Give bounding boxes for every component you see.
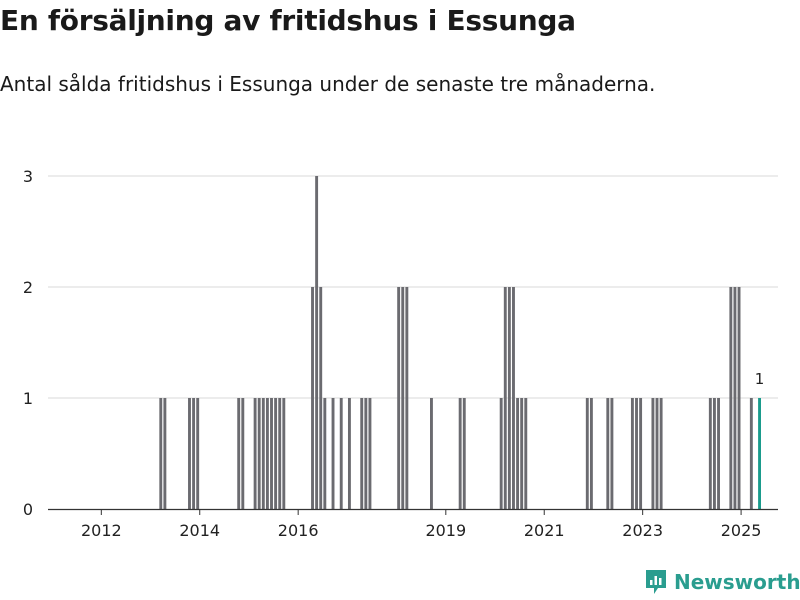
- bar: [520, 398, 524, 509]
- y-tick-label: 3: [23, 167, 33, 186]
- x-axis-ticks: 2012 2014 2016 2019 2021 2023 2025: [81, 509, 761, 540]
- bar: [462, 398, 466, 509]
- bar: [274, 398, 278, 509]
- bar: [717, 398, 720, 509]
- x-tick-label: 2014: [179, 521, 220, 540]
- bar: [737, 287, 741, 509]
- bar: [265, 398, 269, 509]
- brand-name: Newsworthy: [674, 570, 800, 594]
- x-tick-label: 2012: [81, 521, 122, 540]
- x-tick-label: 2016: [278, 521, 319, 540]
- bar: [733, 287, 737, 509]
- bar: [397, 287, 401, 509]
- y-axis-ticks: 0 1 2 3: [23, 167, 33, 519]
- bar: [708, 398, 712, 509]
- bar-chart: 0 1 2 3 2012 2014 2016 2019 2021 2023 2025 1: [23, 167, 778, 540]
- bar: [188, 398, 191, 509]
- y-tick-label: 0: [23, 500, 33, 519]
- bar: [516, 398, 520, 509]
- x-tick-label: 2019: [425, 521, 466, 540]
- bar: [499, 398, 503, 509]
- bar: [319, 287, 323, 509]
- bar: [651, 398, 655, 509]
- bar: [237, 398, 241, 509]
- bar: [192, 398, 196, 509]
- bar: [458, 398, 462, 509]
- bar: [163, 398, 167, 509]
- bar: [278, 398, 282, 509]
- bar: [635, 398, 638, 509]
- x-tick-label: 2025: [721, 521, 762, 540]
- newsworthy-logo: Newsworthy: [644, 568, 800, 596]
- bar: [360, 398, 364, 509]
- bar: [196, 398, 200, 509]
- bar: [524, 398, 528, 509]
- y-tick-label: 1: [23, 389, 33, 408]
- bar: [401, 287, 405, 509]
- bar: [323, 398, 327, 509]
- bar: [241, 398, 245, 509]
- bar: [758, 398, 761, 509]
- chart-subtitle: Antal sålda fritidshus i Essunga under d…: [0, 72, 656, 96]
- bar: [610, 398, 614, 509]
- bar: [368, 398, 372, 509]
- bar: [347, 398, 351, 509]
- bar: [606, 398, 610, 509]
- bar: [655, 398, 659, 509]
- bar: [159, 398, 163, 509]
- bar: [712, 398, 716, 509]
- bar: [503, 287, 507, 509]
- bar: [639, 398, 643, 509]
- bar: [585, 398, 589, 509]
- bar: [315, 176, 319, 509]
- bar: [729, 287, 733, 509]
- bar: [659, 398, 663, 509]
- bar: [257, 398, 261, 509]
- chart-title: En försäljning av fritidshus i Essunga: [0, 4, 576, 37]
- bar: [512, 287, 515, 509]
- bar: [339, 398, 343, 509]
- annotations: 1: [755, 370, 765, 388]
- newsworthy-logo-icon: [646, 570, 666, 594]
- bars: [159, 176, 761, 509]
- bar: [405, 287, 409, 509]
- bar: [749, 398, 753, 509]
- gridlines: [48, 175, 778, 399]
- bar: [507, 287, 511, 509]
- bar: [261, 398, 265, 509]
- bar: [589, 398, 593, 509]
- bar: [364, 398, 368, 509]
- bar: [270, 398, 273, 509]
- x-tick-label: 2023: [622, 521, 663, 540]
- bar: [630, 398, 634, 509]
- x-tick-label: 2021: [524, 521, 565, 540]
- data-label: 1: [755, 370, 765, 388]
- bar: [430, 398, 433, 509]
- y-tick-label: 2: [23, 278, 33, 297]
- bar: [331, 398, 335, 509]
- bar: [282, 398, 286, 509]
- bar: [311, 287, 314, 509]
- bar: [253, 398, 257, 509]
